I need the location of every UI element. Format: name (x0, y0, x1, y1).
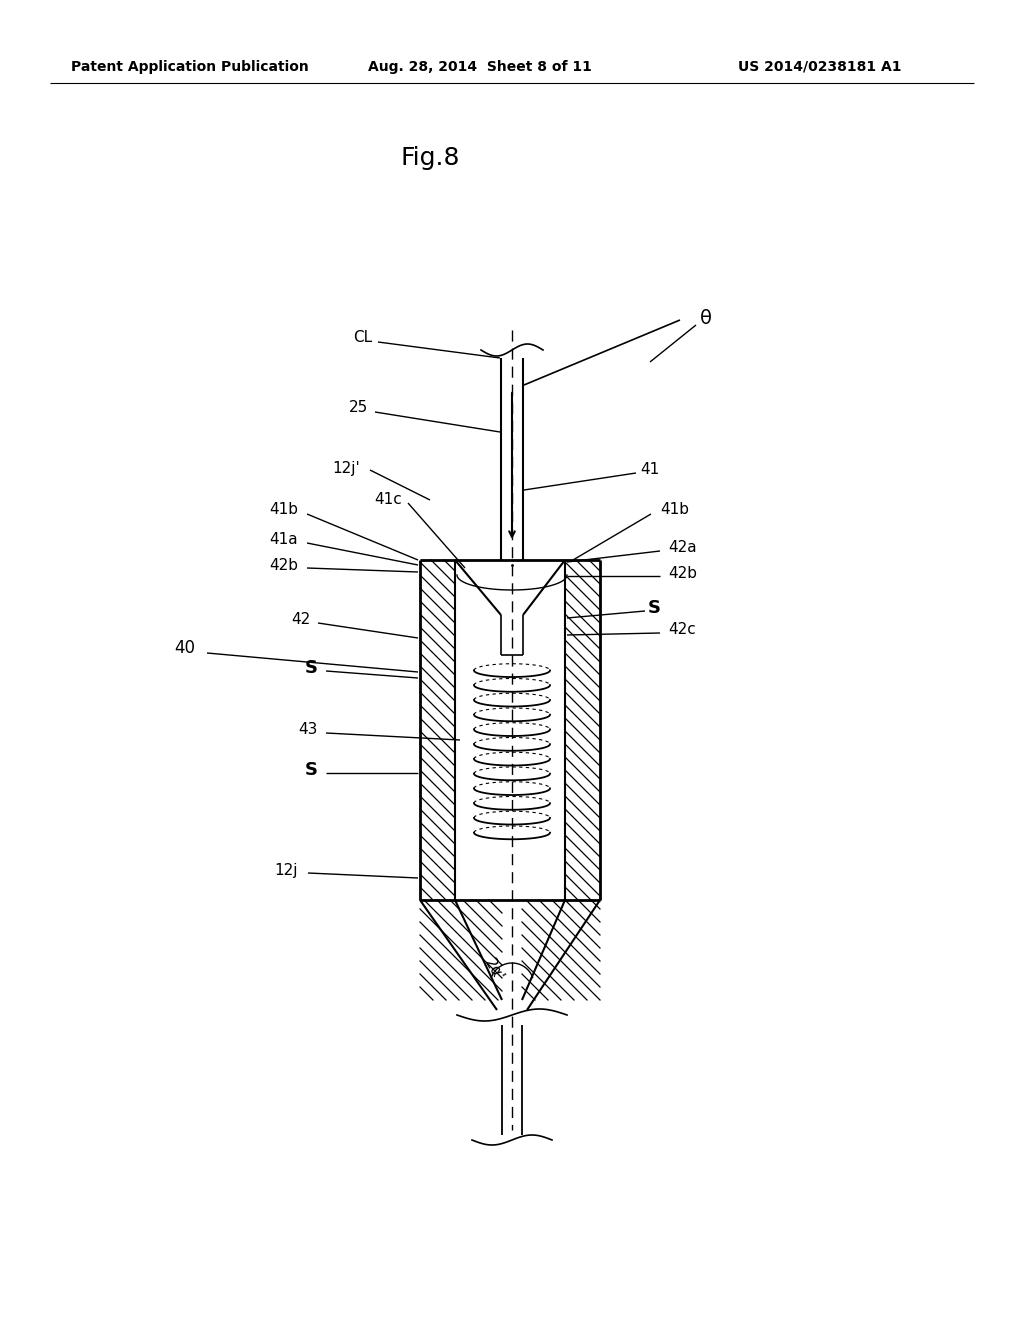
Text: Aug. 28, 2014  Sheet 8 of 11: Aug. 28, 2014 Sheet 8 of 11 (368, 59, 592, 74)
Text: 43: 43 (299, 722, 318, 738)
Text: 2α': 2α' (481, 956, 507, 985)
Text: 41b: 41b (660, 503, 689, 517)
Text: 41a: 41a (269, 532, 298, 548)
Text: S: S (305, 659, 318, 677)
Text: 42b: 42b (668, 565, 697, 581)
Text: 41b: 41b (269, 503, 298, 517)
Text: θ: θ (700, 309, 712, 327)
Text: 42b: 42b (269, 557, 298, 573)
Text: 42: 42 (291, 612, 310, 627)
Text: 42a: 42a (668, 540, 696, 556)
Text: 40: 40 (174, 639, 195, 657)
Text: 12j': 12j' (332, 461, 360, 475)
Text: 41: 41 (640, 462, 659, 478)
Text: Fig.8: Fig.8 (400, 147, 460, 170)
Text: Patent Application Publication: Patent Application Publication (71, 59, 309, 74)
Text: 41c: 41c (374, 492, 402, 507)
Text: 12j: 12j (274, 862, 298, 878)
Text: CL: CL (353, 330, 372, 346)
Text: S: S (648, 599, 662, 616)
Text: 25: 25 (349, 400, 368, 416)
Text: S: S (305, 762, 318, 779)
Text: 42c: 42c (668, 623, 695, 638)
Text: US 2014/0238181 A1: US 2014/0238181 A1 (738, 59, 902, 74)
